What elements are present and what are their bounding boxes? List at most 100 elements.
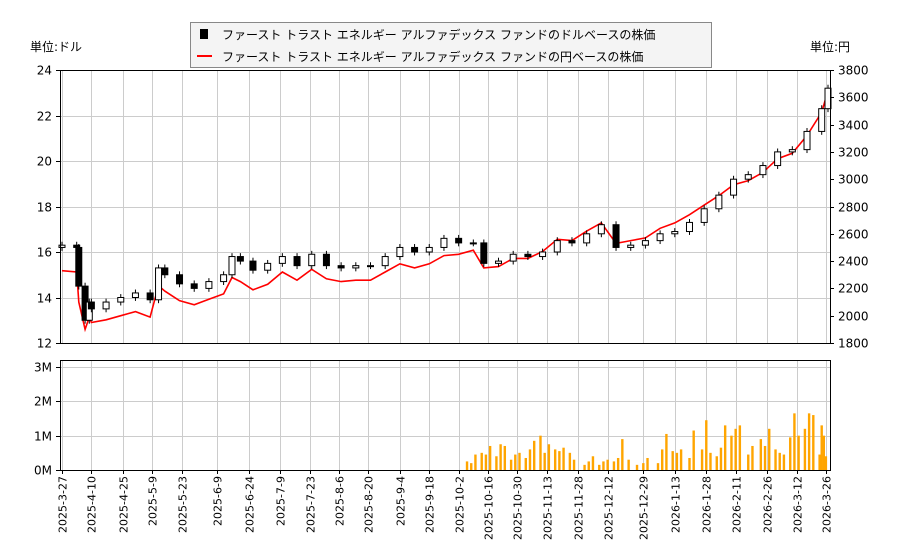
candle-body	[278, 256, 286, 264]
candle-body	[205, 281, 213, 289]
volume-bar	[730, 435, 733, 470]
candle-body	[495, 260, 503, 264]
candle-body	[264, 262, 272, 271]
volume-bar	[723, 425, 727, 470]
volume-tick-label: 2M	[34, 395, 52, 409]
volume-bar	[474, 454, 477, 470]
candle-body	[396, 246, 404, 258]
right-unit-label: 単位:円	[810, 39, 850, 54]
volume-bar	[480, 452, 483, 470]
left-tick-label: 14	[37, 292, 52, 306]
candle-body	[656, 233, 664, 242]
volume-bar	[709, 452, 712, 470]
volume-bar	[598, 464, 601, 470]
candle-body	[425, 246, 433, 253]
x-tick-label: 2025-10-16	[483, 476, 496, 540]
x-tick-label: 2026-1-13	[670, 476, 683, 533]
volume-bar	[719, 447, 723, 470]
candle-body	[352, 265, 360, 269]
candle-body	[685, 221, 693, 233]
volume-bar	[591, 456, 595, 470]
volume-bar	[688, 457, 691, 470]
legend: ファースト トラスト エネルギー アルファデックス ファンドのドルベースの株価 …	[190, 22, 712, 68]
right-tick-label: 3400	[838, 119, 869, 133]
right-tick-label: 2800	[838, 201, 869, 215]
candle-body	[480, 242, 488, 264]
right-tick-label: 2000	[838, 310, 869, 324]
candle-body	[509, 253, 517, 262]
volume-bar	[568, 452, 572, 470]
volume-bar	[558, 451, 561, 470]
candle-body	[293, 256, 301, 267]
volume-bar	[612, 461, 616, 470]
left-axis: 12 14 16 18 20 22 24	[37, 64, 60, 351]
x-tick-label: 2025-3-27	[57, 476, 70, 533]
candle-body	[539, 251, 547, 258]
volume-bar	[488, 445, 492, 470]
volume-bar	[675, 452, 679, 470]
candle-body	[612, 224, 620, 248]
candle-body	[131, 292, 139, 299]
candle-body	[75, 246, 83, 287]
volume-bar	[543, 452, 546, 470]
right-tick-label: 3200	[838, 146, 869, 160]
volume-bar	[715, 456, 718, 470]
candle-body	[583, 233, 591, 244]
volume-bar	[734, 428, 737, 470]
candle-body	[249, 260, 257, 271]
left-tick-label: 20	[37, 155, 52, 169]
volume-bar	[818, 454, 821, 470]
legend-usd-marker	[200, 29, 208, 39]
left-tick-label: 24	[37, 64, 52, 78]
candle-body	[322, 253, 330, 267]
volume-bar	[812, 415, 815, 470]
candle-body	[440, 237, 448, 248]
right-tick-label: 1800	[838, 337, 869, 351]
x-tick-label: 2025-5-23	[177, 476, 190, 533]
volume-bar	[539, 435, 542, 470]
volume-bar	[495, 456, 498, 470]
volume-bar	[553, 449, 557, 470]
x-tick-label: 2025-11-28	[573, 476, 586, 540]
left-unit-label: 単位:ドル	[30, 39, 82, 54]
candle-body	[744, 174, 752, 180]
volume-bar	[635, 464, 639, 470]
volume-bar	[528, 449, 532, 470]
volume-bar	[782, 454, 786, 470]
volume-bar	[562, 447, 565, 470]
right-tick-label: 2200	[838, 282, 869, 296]
volume-bar	[524, 457, 527, 470]
right-tick-label: 3800	[838, 64, 869, 78]
volume-bar	[518, 452, 521, 470]
candle-body	[117, 297, 125, 303]
candle-body	[337, 265, 345, 269]
candle-body	[788, 149, 796, 153]
volume-bar	[778, 452, 781, 470]
volume-bar	[679, 449, 683, 470]
volume-bar	[763, 445, 767, 470]
volume-tick-label: 0M	[34, 464, 52, 478]
volume-bar	[747, 454, 750, 470]
volume-tick-label: 1M	[34, 430, 52, 444]
volume-bar	[824, 456, 828, 470]
volume-bar	[705, 420, 708, 470]
volume-bar	[656, 463, 660, 470]
candle-body	[236, 256, 244, 262]
x-tick-label: 2025-7-23	[305, 476, 318, 533]
x-tick-label: 2025-6-24	[244, 476, 257, 533]
volume-bar	[797, 435, 800, 470]
usd-candles	[58, 84, 832, 324]
legend-jpy-label: ファースト トラスト エネルギー アルファデックス ファンドの円ベースの株価	[222, 49, 643, 64]
volume-bar	[465, 461, 469, 470]
candle-body	[469, 242, 477, 245]
right-tick-label: 3000	[838, 173, 869, 187]
candle-body	[730, 178, 738, 196]
volume-bar	[822, 435, 826, 470]
volume-bar	[789, 437, 792, 470]
candle-body	[641, 240, 649, 246]
candle-body	[176, 274, 184, 285]
candle-body	[700, 208, 708, 223]
candle-body	[102, 301, 110, 310]
candle-body	[671, 231, 679, 235]
